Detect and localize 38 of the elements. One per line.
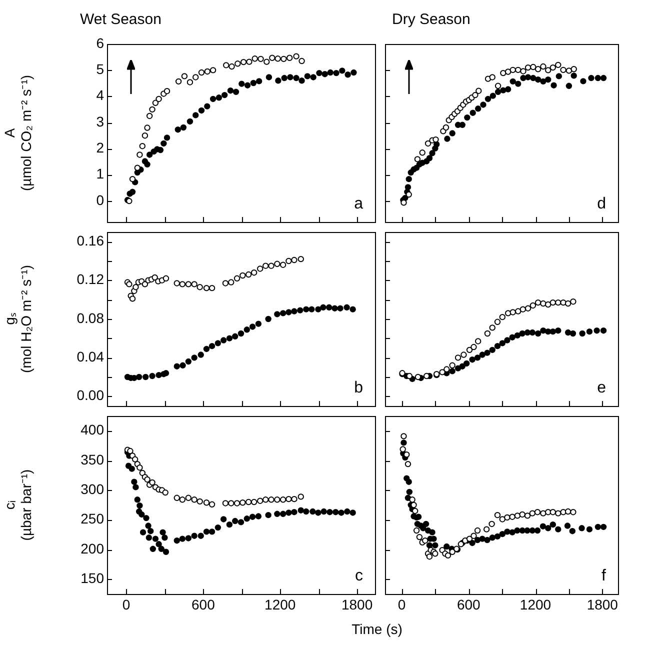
y-tick-label: 3 (96, 113, 104, 130)
y-tick-label: 0 (96, 192, 104, 208)
x-tick-label: 1800 (341, 596, 373, 612)
y-tick-label: 2 (96, 140, 104, 156)
y-tick-label: 200 (80, 540, 104, 556)
annotation: c (355, 567, 363, 584)
y-tick-label: 0.08 (76, 310, 104, 326)
x-tick-label: 1800 (586, 596, 618, 612)
y-axis-title: cᵢ (µbar bar⁻¹) (1, 469, 34, 541)
x-tick-label: 0 (398, 596, 406, 612)
annotation: d (597, 195, 606, 212)
y-tick-label: 300 (80, 481, 104, 498)
chart-title: Wet Season (80, 11, 162, 28)
y-tick-label: 0.12 (76, 271, 104, 288)
y-tick-label: 0.16 (76, 232, 104, 249)
y-tick-label: 0.04 (76, 348, 104, 365)
annotation: a (354, 195, 364, 212)
x-tick-label: 600 (191, 596, 216, 612)
y-tick-label: 0.00 (76, 387, 104, 404)
annotation: f (602, 567, 607, 584)
y-tick-label: 250 (80, 510, 104, 527)
y-tick-label: 5 (96, 61, 104, 78)
y-tick-label: 1 (96, 166, 104, 182)
x-tick-label: 1200 (520, 596, 552, 612)
x-axis-title: Time (s) (350, 621, 404, 637)
annotation: b (354, 379, 364, 396)
y-axis-title: A (µmol CO₂ m⁻² s⁻¹) (1, 74, 34, 192)
y-tick-label: 400 (80, 422, 104, 438)
chart-title: Dry Season (392, 11, 470, 28)
annotation: e (597, 379, 606, 396)
y-tick-label: 350 (80, 451, 104, 468)
y-tick-label: 150 (80, 570, 104, 586)
x-tick-label: 600 (456, 596, 481, 612)
y-tick-label: 6 (96, 34, 104, 51)
x-tick-label: 1200 (264, 596, 296, 612)
y-axis-title: gₛ (mol H₂O m⁻² s⁻¹) (1, 265, 34, 373)
y-tick-label: 4 (96, 87, 104, 104)
x-tick-label: 0 (122, 596, 130, 612)
